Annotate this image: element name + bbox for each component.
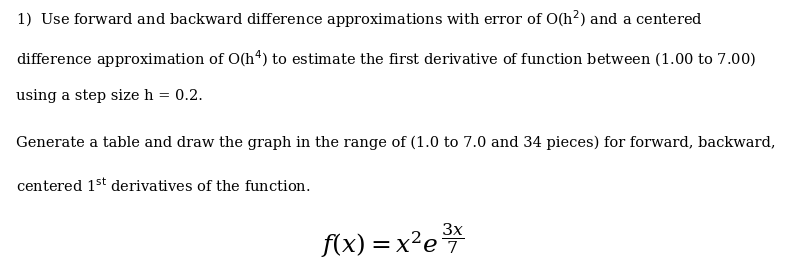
- Text: 1)  Use forward and backward difference approximations with error of O(h$^2$) an: 1) Use forward and backward difference a…: [16, 8, 703, 30]
- Text: $f(x) = x^2 e^{\,\dfrac{3x}{7}}$: $f(x) = x^2 e^{\,\dfrac{3x}{7}}$: [321, 222, 465, 260]
- Text: difference approximation of O(h$^4$) to estimate the first derivative of functio: difference approximation of O(h$^4$) to …: [16, 49, 755, 70]
- Text: using a step size h = 0.2.: using a step size h = 0.2.: [16, 89, 203, 104]
- Text: centered 1$^{\mathrm{st}}$ derivatives of the function.: centered 1$^{\mathrm{st}}$ derivatives o…: [16, 176, 310, 195]
- Text: Generate a table and draw the graph in the range of (1.0 to 7.0 and 34 pieces) f: Generate a table and draw the graph in t…: [16, 136, 775, 150]
